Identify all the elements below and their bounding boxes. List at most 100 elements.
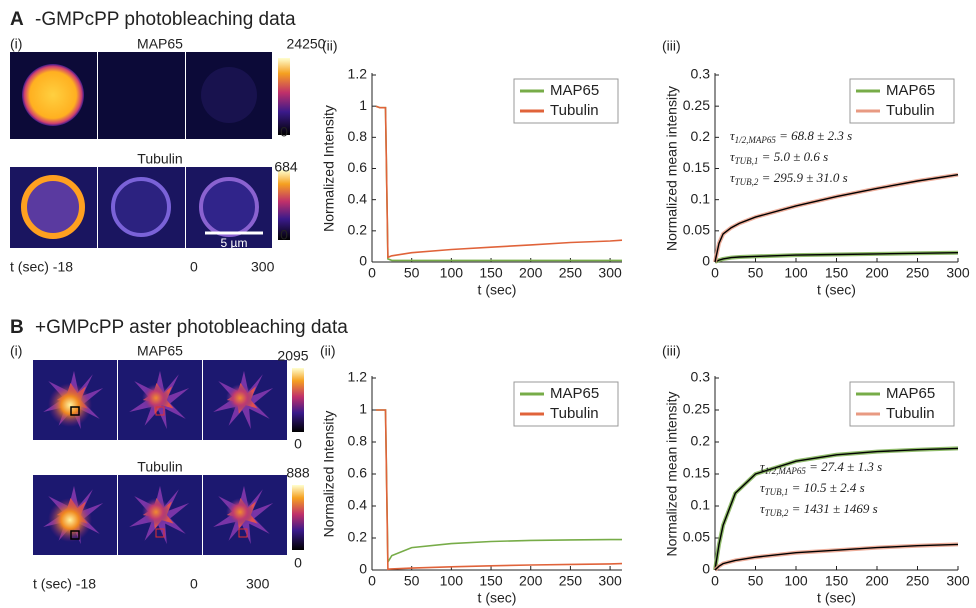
- x-tick-label: 50: [748, 265, 764, 281]
- time-label: 0: [190, 576, 198, 592]
- annotation-subscript: 1/2,MAP65: [765, 466, 807, 476]
- annotation: τTUB,1 = 5.0 ± 0.6 s: [730, 149, 828, 166]
- y-tick-label: 0: [702, 561, 710, 577]
- x-tick-label: 300: [946, 573, 970, 589]
- x-tick-label: 150: [479, 265, 503, 281]
- annotation-subscript: TUB,1: [765, 487, 789, 497]
- x-tick-label: 50: [748, 573, 764, 589]
- scale-bar-label: 5 µm: [221, 236, 248, 250]
- y-axis-label: Normalized Intensity: [321, 411, 337, 538]
- x-tick-label: 100: [784, 265, 808, 281]
- y-tick-label: 1: [359, 401, 367, 417]
- y-tick-label: 0.05: [683, 222, 710, 238]
- y-axis-label: Normalized Intensity: [321, 105, 337, 232]
- annotation-subscript: TUB,2: [735, 177, 759, 187]
- image-group: [33, 360, 304, 555]
- fit-line: [715, 175, 958, 262]
- annotation: τTUB,2 = 295.9 ± 31.0 s: [730, 170, 848, 187]
- y-tick-label: 0.3: [691, 66, 711, 82]
- x-tick-label: 300: [598, 573, 622, 589]
- y-tick-label: 0.4: [348, 497, 368, 513]
- annotation-text: = 27.4 ± 1.3 s: [806, 459, 882, 474]
- panel-label: (ii): [322, 38, 338, 54]
- annotation: τTUB,1 = 10.5 ± 2.4 s: [760, 480, 865, 497]
- series-line: [376, 106, 622, 257]
- annotation-text: = 5.0 ± 0.6 s: [758, 149, 828, 164]
- y-tick-label: 1.2: [348, 66, 368, 82]
- legend-label: MAP65: [886, 385, 935, 402]
- panel-letter: A: [10, 9, 24, 30]
- y-tick-label: 0: [702, 253, 710, 269]
- panel-title: -GMPcPP photobleaching data: [35, 9, 296, 30]
- time-label: 0: [190, 259, 198, 275]
- y-tick-label: 0.2: [691, 433, 711, 449]
- y-tick-label: 0.2: [348, 529, 368, 545]
- colorbar-max: 2095: [277, 348, 308, 364]
- panel-label: (iii): [662, 343, 681, 359]
- y-axis-label: Normalized mean intensity: [664, 392, 680, 557]
- x-tick-label: 100: [440, 265, 464, 281]
- x-tick-label: 50: [404, 573, 420, 589]
- y-tick-label: 0.1: [691, 497, 711, 513]
- y-tick-label: 0.2: [691, 128, 711, 144]
- x-tick-label: 200: [519, 265, 543, 281]
- annotation-text: = 10.5 ± 2.4 s: [788, 480, 864, 495]
- row-label: MAP65: [137, 343, 183, 359]
- legend-label: Tubulin: [886, 405, 935, 422]
- y-axis-label: Normalized mean intensity: [664, 86, 680, 251]
- x-tick-label: 250: [559, 573, 583, 589]
- time-label: t (sec) -18: [33, 576, 96, 592]
- annotation: τ1/2,MAP65 = 68.8 ± 2.3 s: [730, 128, 852, 145]
- x-tick-label: 150: [825, 265, 849, 281]
- annotation-subscript: 1/2,MAP65: [735, 135, 777, 145]
- annotation-text: = 295.9 ± 31.0 s: [758, 170, 847, 185]
- x-tick-label: 100: [440, 573, 464, 589]
- row-label: Tubulin: [137, 459, 182, 475]
- x-tick-label: 150: [825, 573, 849, 589]
- x-axis-label: t (sec): [478, 590, 517, 606]
- time-label: 300: [246, 576, 270, 592]
- panel-label: (ii): [320, 343, 336, 359]
- sub-label: (i): [10, 343, 22, 359]
- series-line: [376, 106, 622, 260]
- x-tick-label: 100: [784, 573, 808, 589]
- colorbar-min: 0: [280, 124, 288, 140]
- y-tick-label: 0.3: [691, 369, 711, 385]
- legend-label: MAP65: [550, 82, 599, 99]
- annotation: τ1/2,MAP65 = 27.4 ± 1.3 s: [760, 459, 882, 476]
- colorbar-min: 0: [280, 227, 288, 243]
- row-label: Tubulin: [137, 151, 182, 167]
- y-tick-label: 0.25: [683, 97, 710, 113]
- legend-label: Tubulin: [550, 405, 599, 422]
- y-tick-label: 0.15: [683, 465, 710, 481]
- annotation-text: = 1431 ± 1469 s: [788, 501, 877, 516]
- x-tick-label: 0: [711, 265, 719, 281]
- y-tick-label: 0.15: [683, 159, 710, 175]
- x-tick-label: 300: [598, 265, 622, 281]
- y-tick-label: 0: [359, 253, 367, 269]
- colorbar-max: 888: [286, 465, 310, 481]
- colorbar-min: 0: [294, 436, 302, 452]
- panel-title: +GMPcPP aster photobleaching data: [35, 317, 348, 338]
- y-tick-label: 0.2: [348, 222, 368, 238]
- y-tick-label: 1: [359, 97, 367, 113]
- x-tick-label: 200: [865, 265, 889, 281]
- x-tick-label: 250: [906, 573, 930, 589]
- legend-label: MAP65: [550, 385, 599, 402]
- series-line: [376, 410, 622, 562]
- y-tick-label: 0.4: [348, 190, 368, 206]
- row-label: MAP65: [137, 36, 183, 52]
- panel-letter: B: [10, 317, 24, 338]
- x-tick-label: 250: [559, 265, 583, 281]
- x-tick-label: 0: [711, 573, 719, 589]
- x-tick-label: 300: [946, 265, 970, 281]
- y-tick-label: 0.6: [348, 465, 368, 481]
- y-tick-label: 0.1: [691, 190, 711, 206]
- annotation-text: = 68.8 ± 2.3 s: [776, 128, 852, 143]
- panel-label: (iii): [662, 38, 681, 54]
- x-tick-label: 250: [906, 265, 930, 281]
- x-axis-label: t (sec): [817, 590, 856, 606]
- x-tick-label: 0: [368, 573, 376, 589]
- legend-label: Tubulin: [550, 102, 599, 119]
- colorbar-max: 684: [274, 159, 298, 175]
